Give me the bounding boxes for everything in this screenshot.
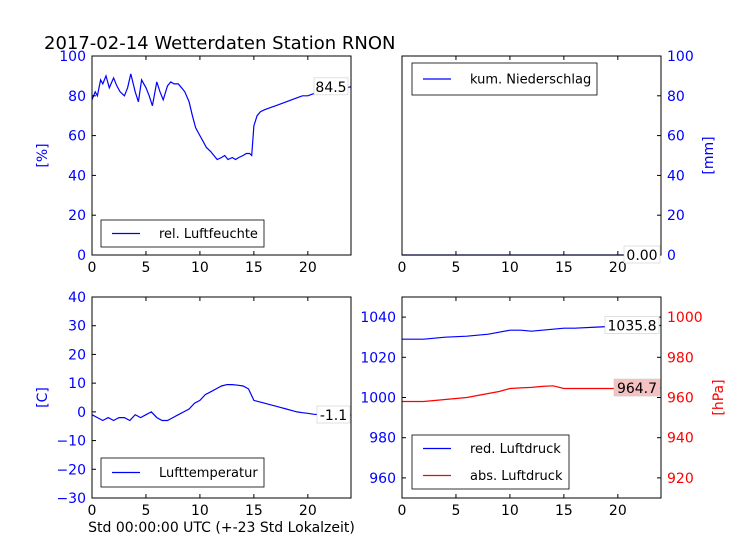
x-tick-label: 0 — [88, 260, 97, 276]
series-line-humidity-0 — [91, 73, 352, 161]
value-annotation-box — [316, 405, 351, 424]
x-tick-label: 5 — [451, 503, 460, 519]
axes-frame — [401, 55, 662, 256]
series-line-temperature-0 — [91, 384, 351, 422]
y-tick-label: 960 — [369, 471, 396, 487]
legend-label: Lufttemperatur — [159, 466, 258, 481]
axes-frame — [91, 296, 352, 499]
y2-tick-label: 1000 — [667, 310, 703, 326]
y-tick-label: 0 — [667, 248, 676, 264]
y-tick-label: 80 — [667, 89, 685, 105]
y-axis-label: [%] — [35, 143, 51, 167]
y2-axis-label: [hPa] — [711, 379, 727, 415]
x-tick-label: 10 — [191, 260, 209, 276]
value-annotation-box — [623, 245, 661, 264]
y-tick-label: 10 — [68, 376, 86, 392]
series-line-pressure-0 — [402, 324, 661, 340]
y-tick-label: 20 — [68, 347, 86, 363]
y-tick-label: 40 — [68, 168, 86, 184]
y-tick-label: 980 — [369, 431, 396, 447]
x-tick-label: 15 — [245, 503, 263, 519]
y-tick-label: 30 — [68, 319, 86, 335]
x-tick-label: 0 — [88, 503, 97, 519]
y-tick-label: 60 — [68, 129, 86, 145]
x-tick-label: 10 — [501, 503, 519, 519]
figure-title: 2017-02-14 Wetterdaten Station RNON — [44, 33, 395, 54]
x-tick-label: 20 — [609, 260, 627, 276]
x-tick-label: 20 — [299, 260, 317, 276]
y2-tick-label: 920 — [667, 471, 694, 487]
y-axis-label: [C] — [35, 387, 51, 408]
x-tick-label: 5 — [141, 260, 150, 276]
value-annotation-label: 84.5 — [315, 80, 346, 96]
y-tick-label: 1040 — [360, 310, 396, 326]
y-tick-label: 1000 — [360, 391, 396, 407]
value-annotation-label: 964.7 — [617, 381, 657, 397]
y-tick-label: −10 — [56, 434, 86, 450]
y-tick-label: 20 — [667, 208, 685, 224]
axes-frame — [91, 55, 352, 256]
y2-tick-label: 940 — [667, 431, 694, 447]
value-annotation-label: 0.00 — [626, 248, 657, 264]
y-tick-label: 20 — [68, 208, 86, 224]
legend-label: red. Luftdruck — [470, 442, 561, 457]
pressure-panel: 0 5 10 15 20 960 980 1000 1020 1040 920 940 960 980 10… — [360, 296, 727, 519]
x-tick-label: 20 — [609, 503, 627, 519]
temperature-panel: 0 5 10 15 20 −30 −20 −10 0 10 20 30 40 [C] Std 00:00:0… — [35, 290, 355, 536]
x-tick-label: 15 — [555, 260, 573, 276]
x-tick-label: 5 — [451, 260, 460, 276]
axes-frame — [401, 296, 662, 499]
value-annotation-box — [313, 77, 349, 96]
y-tick-label: 0 — [77, 248, 86, 264]
y2-tick-label: 980 — [667, 350, 694, 366]
precipitation-panel: 0 5 10 15 20 0 20 40 60 80 100 [mm] kum. Niederschla… — [398, 49, 717, 276]
legend-label: rel. Luftfeuchte — [159, 227, 258, 242]
y-tick-label: 80 — [68, 89, 86, 105]
y-tick-label: 40 — [68, 290, 86, 306]
x-tick-label: 15 — [245, 260, 263, 276]
y-tick-label: 0 — [77, 405, 86, 421]
y-tick-label: −30 — [56, 491, 86, 507]
legend-label: abs. Luftdruck — [470, 469, 563, 484]
y-tick-label: 40 — [667, 168, 685, 184]
value-annotation-box — [604, 316, 660, 334]
x-tick-label: 20 — [299, 503, 317, 519]
y2-tick-label: 960 — [667, 391, 694, 407]
y-tick-label: −20 — [56, 462, 86, 478]
value-annotation-label: 1035.8 — [608, 319, 657, 335]
x-tick-label: 0 — [398, 503, 407, 519]
y-tick-label: 1020 — [360, 350, 396, 366]
y-axis-label: [mm] — [701, 136, 717, 174]
series-line-pressure-1 — [402, 385, 661, 403]
value-annotation-label: -1.1 — [320, 408, 347, 424]
legend-box — [411, 434, 570, 490]
x-axis-label: Std 00:00:00 UTC (+-23 Std Lokalzeit) — [88, 520, 355, 536]
value-annotation-box — [613, 378, 661, 397]
legend-label: kum. Niederschlag — [470, 73, 591, 88]
x-tick-label: 15 — [555, 503, 573, 519]
x-tick-label: 5 — [141, 503, 150, 519]
x-tick-label: 0 — [398, 260, 407, 276]
x-tick-label: 10 — [501, 260, 519, 276]
y-tick-label: 60 — [667, 129, 685, 145]
x-tick-label: 10 — [191, 503, 209, 519]
y-tick-label: 100 — [59, 49, 86, 65]
y-tick-label: 100 — [667, 49, 694, 65]
humidity-panel: 0 5 10 15 20 0 20 40 60 80 100 [%] rel. Luftfeuchte 8… — [35, 49, 352, 276]
